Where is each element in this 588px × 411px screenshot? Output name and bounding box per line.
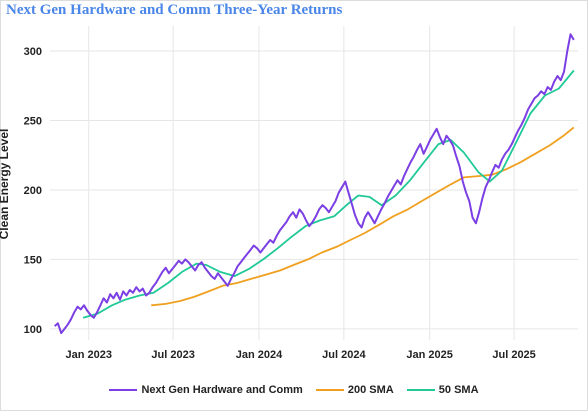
y-tick-label: 200 bbox=[24, 185, 42, 197]
legend: Next Gen Hardware and Comm 200 SMA 50 SM… bbox=[0, 384, 588, 396]
legend-item-200-sma[interactable]: 200 SMA bbox=[315, 384, 394, 397]
series-line-200-sma bbox=[151, 126, 575, 307]
y-tick-label: 300 bbox=[24, 46, 42, 58]
x-axis-ticks: Jan 2023 Jul 2023 Jan 2024 Jul 2024 Jan 2025… bbox=[65, 349, 535, 361]
x-tick-label: Jul 2023 bbox=[151, 349, 194, 361]
legend-swatch-next-gen bbox=[109, 389, 138, 392]
grid-lines bbox=[50, 26, 578, 340]
x-tick-label: Jan 2023 bbox=[65, 349, 111, 361]
legend-label-next-gen: Next Gen Hardware and Comm bbox=[141, 384, 303, 397]
series-line-next-gen bbox=[54, 33, 575, 335]
x-tick-label: Jul 2025 bbox=[492, 349, 535, 361]
y-tick-label: 100 bbox=[24, 324, 42, 336]
y-axis-ticks: 100 150 200 250 300 bbox=[24, 46, 42, 336]
legend-label-50-sma: 50 SMA bbox=[438, 384, 479, 397]
x-tick-label: Jan 2025 bbox=[406, 349, 452, 361]
chart-title: Next Gen Hardware and Comm Three-Year Re… bbox=[6, 2, 343, 18]
legend-swatch-200-sma bbox=[315, 389, 344, 392]
series-lines bbox=[54, 33, 575, 335]
x-tick-label: Jul 2024 bbox=[322, 349, 366, 361]
legend-label-200-sma: 200 SMA bbox=[347, 384, 394, 397]
series-line-50-sma bbox=[82, 69, 575, 319]
y-tick-label: 250 bbox=[24, 115, 42, 127]
legend-swatch-50-sma bbox=[406, 389, 435, 392]
y-tick-label: 150 bbox=[24, 254, 42, 266]
x-tick-label: Jan 2024 bbox=[236, 349, 283, 361]
legend-item-next-gen[interactable]: Next Gen Hardware and Comm bbox=[109, 384, 303, 397]
legend-item-50-sma[interactable]: 50 SMA bbox=[406, 384, 479, 397]
